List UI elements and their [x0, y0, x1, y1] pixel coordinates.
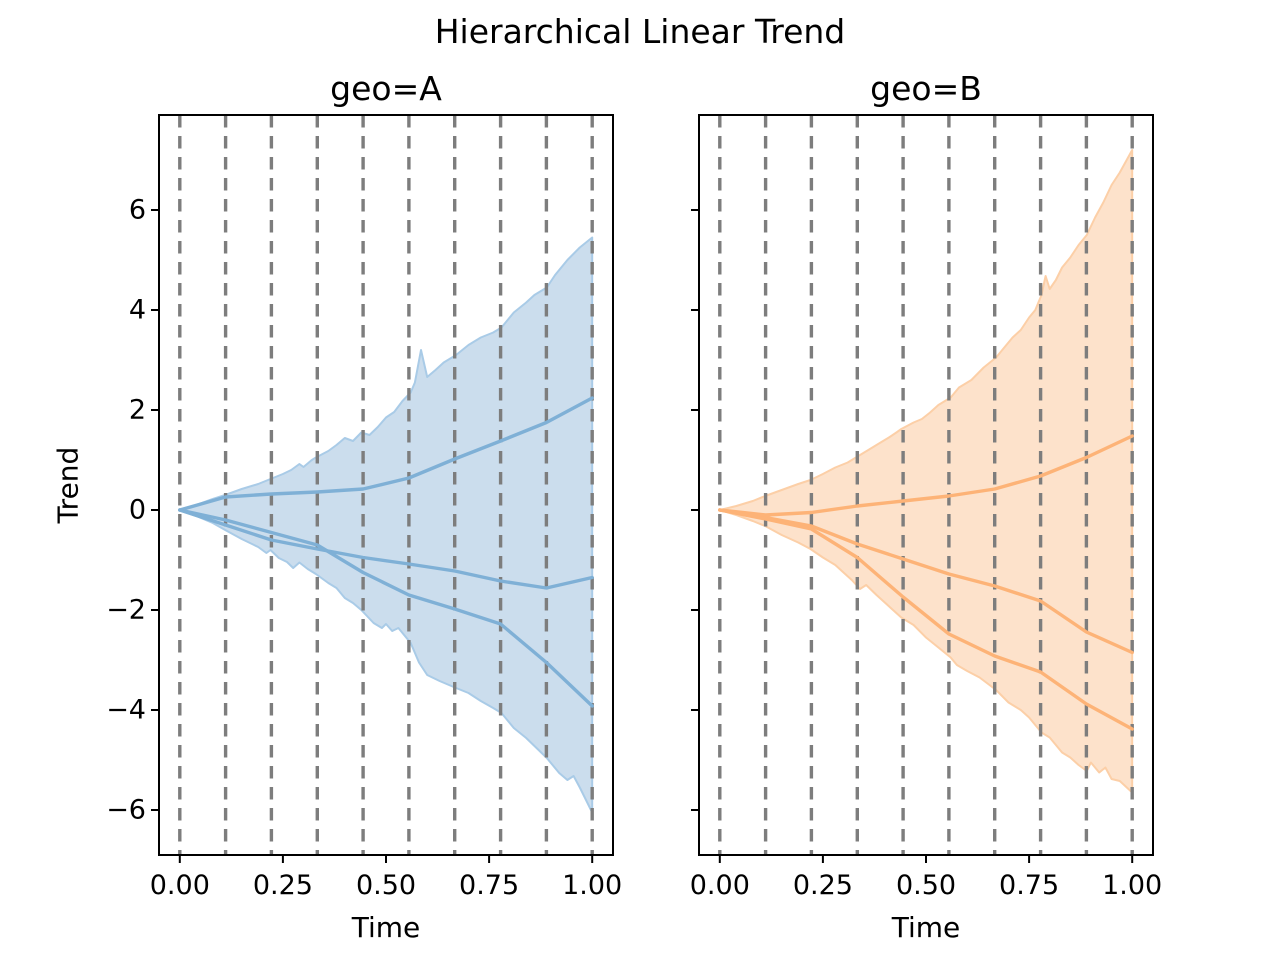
y-tick-label: −6 [106, 794, 146, 826]
x-tick-label: 0.25 [252, 870, 313, 901]
subplot-geo-b: geo=B 0.00 0.25 0.50 0.75 1.00 Time [690, 70, 1162, 944]
trend-sample-line-3-geo-b [718, 508, 1134, 731]
subplot-title-geo-b: geo=B [870, 68, 982, 108]
trend-sample-line-3-geo-a [178, 508, 594, 708]
subplot-geo-a: geo=A 0.00 0.25 0.50 0.75 1.00 −6 −4 −2 0 2 4 6 Ti… [52, 70, 623, 944]
figure-title: Hierarchical Linear Trend [434, 12, 846, 51]
x-tick-label: 0.75 [999, 870, 1060, 901]
x-tick-label: 0.00 [689, 870, 750, 901]
x-tick-label: 1.00 [1102, 870, 1163, 901]
trend-sample-line-2-geo-a [178, 508, 594, 590]
y-tick-label: 6 [128, 194, 146, 226]
x-tick-label: 0.00 [149, 870, 210, 901]
y-tick-label: 2 [128, 394, 146, 426]
y-tick-label: 4 [128, 294, 146, 326]
x-tick-label: 0.50 [895, 870, 957, 901]
y-axis-label-trend: Trend [51, 446, 85, 524]
plot-area-geo-a [151, 114, 614, 863]
y-tick-label: 0 [128, 494, 146, 526]
trend-sample-line-1-geo-b [718, 434, 1134, 517]
plot-area-geo-b [691, 114, 1154, 863]
x-axis-label-geo-b: Time [891, 911, 961, 944]
y-tick-label: −4 [106, 694, 146, 726]
subplot-title-geo-a: geo=A [330, 68, 442, 108]
x-tick-label: 0.75 [459, 870, 520, 901]
credible-band-geo-b [718, 149, 1134, 794]
x-tick-label: 0.25 [792, 870, 853, 901]
trend-sample-line-2-geo-b [718, 508, 1134, 655]
y-tick-label: −2 [106, 594, 146, 626]
x-axis-label-geo-a: Time [351, 911, 421, 944]
x-tick-label: 0.50 [355, 870, 417, 901]
trend-sample-line-1-geo-a [178, 396, 594, 512]
x-tick-label: 1.00 [562, 870, 623, 901]
